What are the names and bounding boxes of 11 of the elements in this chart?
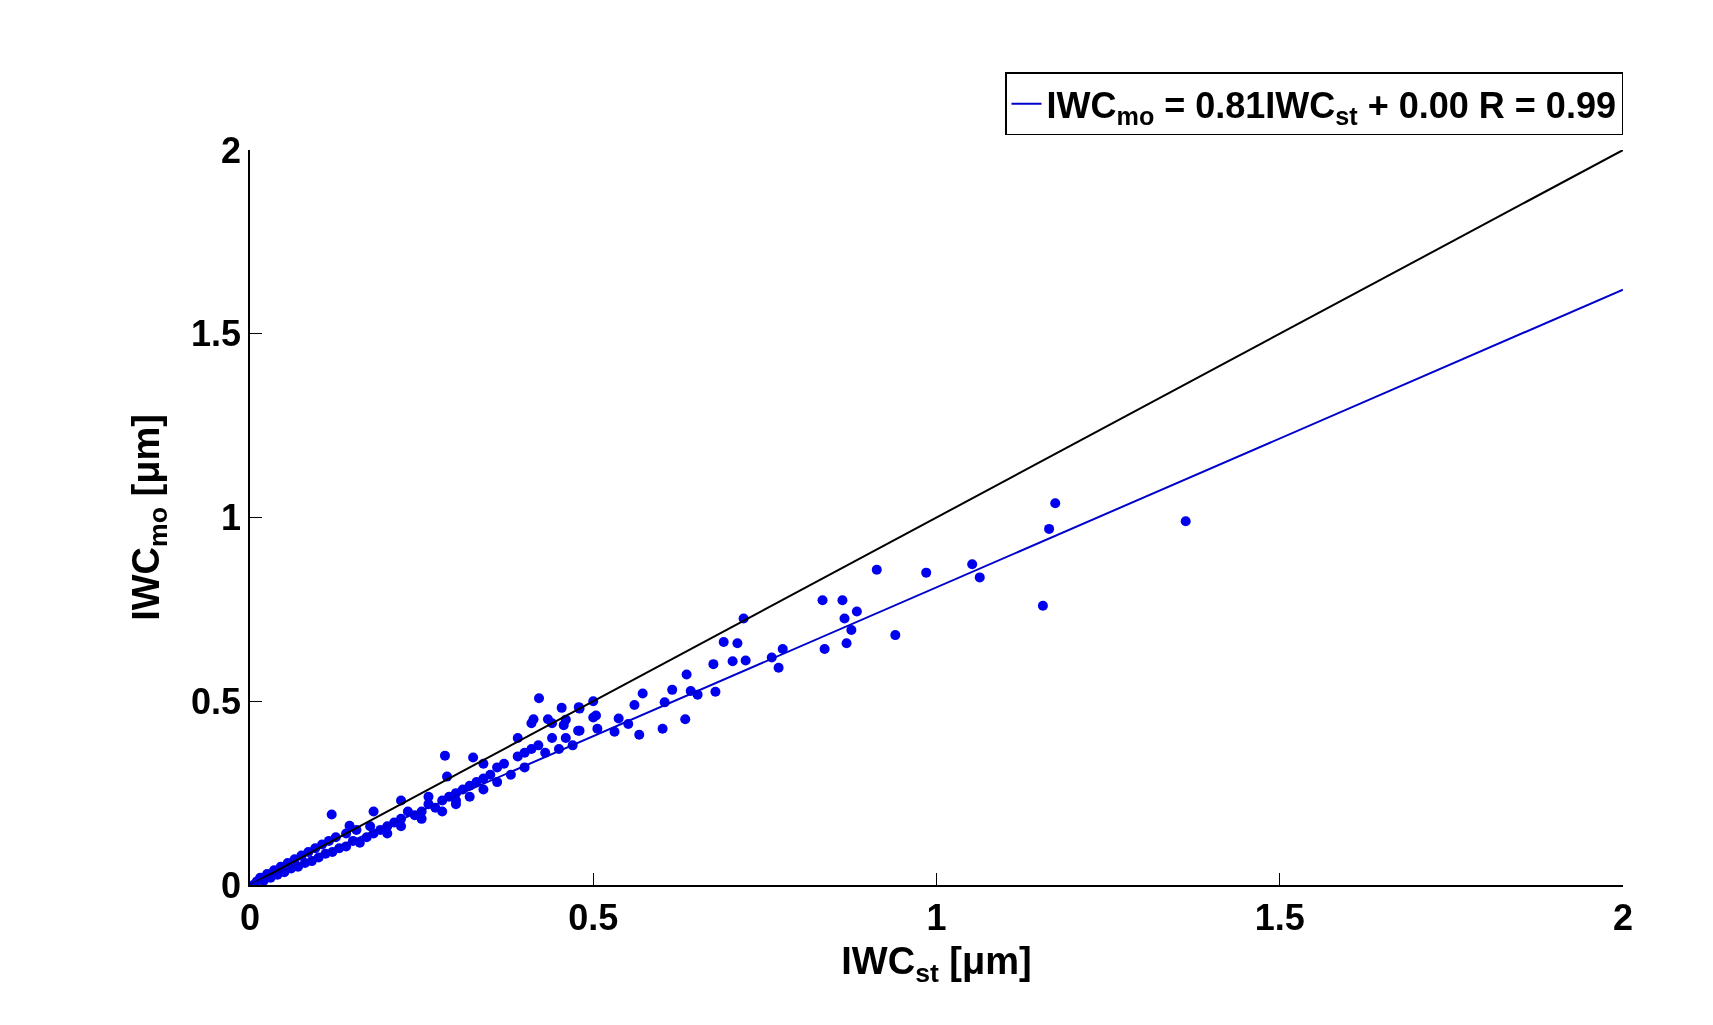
y-tick-label: 0 bbox=[221, 864, 242, 906]
y-tick-label: 1.5 bbox=[191, 313, 242, 355]
y-tick-label: 0.5 bbox=[191, 680, 242, 722]
x-tick-label: 1 bbox=[926, 896, 947, 938]
legend-label: IWC$_{mo}$ = 0.81IWC$_{st}$ + 0.00 R = 0.99 bbox=[1046, 84, 1616, 131]
y-tick-label: 2 bbox=[221, 129, 242, 171]
x-axis-title: IWC$_{st}$ [μm] bbox=[841, 939, 1032, 988]
x-tick-label: 2 bbox=[1612, 896, 1634, 938]
x-tick-label: 0.5 bbox=[568, 896, 619, 938]
y-tick-label: 1 bbox=[221, 497, 242, 539]
x-tick-label: 1.5 bbox=[1254, 896, 1305, 938]
